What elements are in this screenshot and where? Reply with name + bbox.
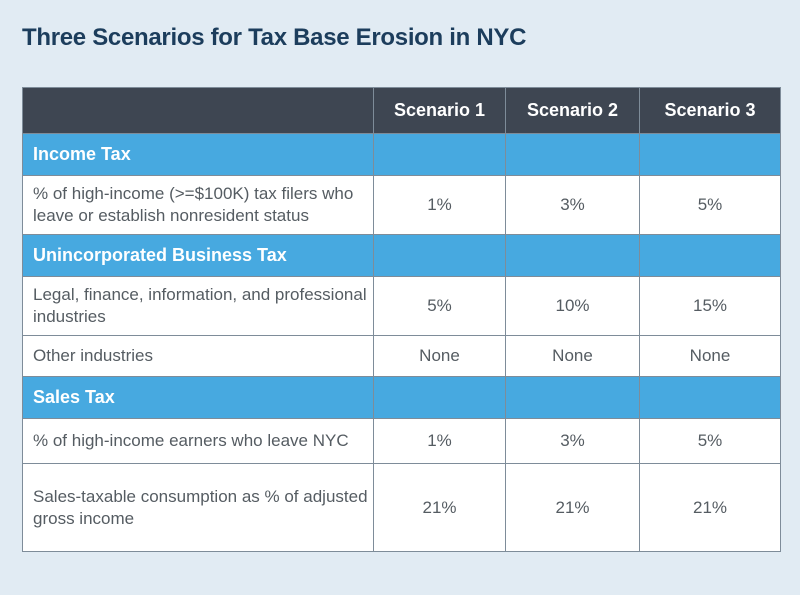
row-label: % of high-income (>=$100K) tax filers wh… <box>22 175 374 235</box>
section-label: Sales Tax <box>22 376 374 419</box>
section-cell <box>505 133 640 176</box>
table-header-row: Scenario 1 Scenario 2 Scenario 3 <box>22 87 781 134</box>
value-cell: 5% <box>639 175 781 235</box>
value-cell: 5% <box>373 276 506 336</box>
row-label: Other industries <box>22 335 374 377</box>
value-cell: 3% <box>505 175 640 235</box>
header-scenario-2: Scenario 2 <box>505 87 640 134</box>
table-row: % of high-income (>=$100K) tax filers wh… <box>22 175 781 235</box>
value-cell: None <box>505 335 640 377</box>
value-cell: 15% <box>639 276 781 336</box>
row-label: Sales-taxable consumption as % of adjust… <box>22 463 374 552</box>
section-cell <box>373 376 506 419</box>
value-cell: 1% <box>373 175 506 235</box>
section-cell <box>639 376 781 419</box>
section-cell <box>373 133 506 176</box>
section-cell <box>639 133 781 176</box>
scenarios-table: Scenario 1 Scenario 2 Scenario 3 Income … <box>22 87 781 552</box>
page-title: Three Scenarios for Tax Base Erosion in … <box>22 24 527 51</box>
section-cell <box>505 234 640 277</box>
value-cell: 21% <box>639 463 781 552</box>
value-cell: 1% <box>373 418 506 464</box>
value-cell: 10% <box>505 276 640 336</box>
table-row: Sales-taxable consumption as % of adjust… <box>22 463 781 552</box>
section-cell <box>639 234 781 277</box>
table-row: % of high-income earners who leave NYC 1… <box>22 418 781 464</box>
section-label: Unincorporated Business Tax <box>22 234 374 277</box>
table-row: Other industries None None None <box>22 335 781 377</box>
table-row: Legal, finance, information, and profess… <box>22 276 781 336</box>
header-cell-blank <box>22 87 374 134</box>
value-cell: 5% <box>639 418 781 464</box>
value-cell: None <box>639 335 781 377</box>
header-scenario-3: Scenario 3 <box>639 87 781 134</box>
header-scenario-1: Scenario 1 <box>373 87 506 134</box>
row-label: % of high-income earners who leave NYC <box>22 418 374 464</box>
value-cell: 21% <box>505 463 640 552</box>
section-income-tax: Income Tax <box>22 133 781 176</box>
section-label: Income Tax <box>22 133 374 176</box>
row-label: Legal, finance, information, and profess… <box>22 276 374 336</box>
value-cell: 3% <box>505 418 640 464</box>
section-sales-tax: Sales Tax <box>22 376 781 419</box>
section-cell <box>505 376 640 419</box>
value-cell: None <box>373 335 506 377</box>
value-cell: 21% <box>373 463 506 552</box>
section-cell <box>373 234 506 277</box>
section-unincorporated-business-tax: Unincorporated Business Tax <box>22 234 781 277</box>
